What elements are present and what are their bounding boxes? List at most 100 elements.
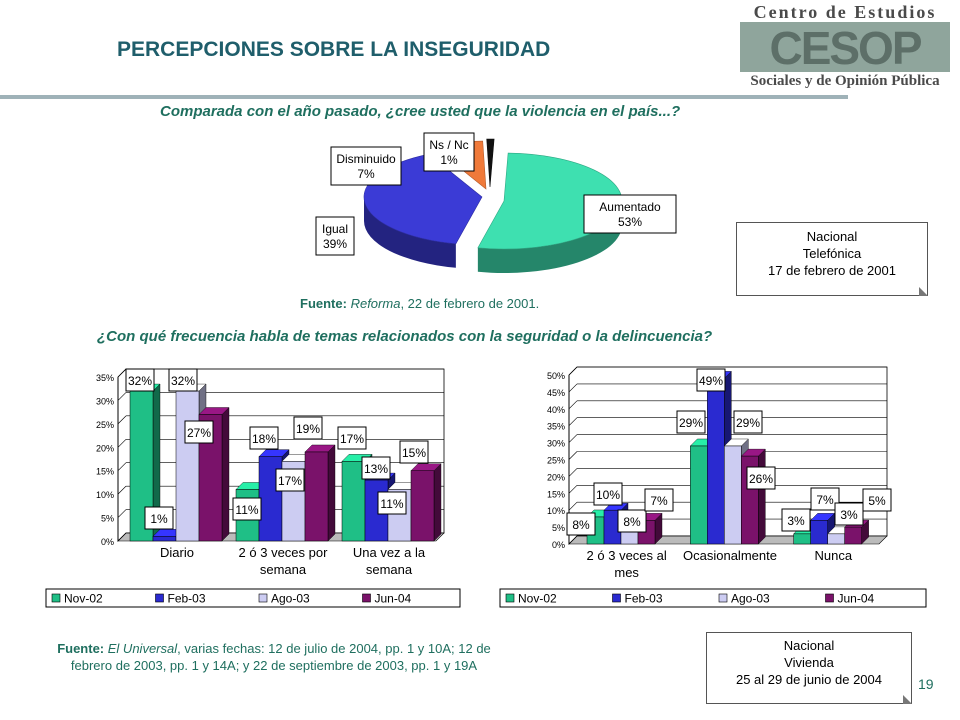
bar-side (327, 444, 336, 542)
data-label-box (644, 488, 674, 512)
data-label: 29% (736, 416, 760, 430)
grid-line-diag (117, 415, 127, 425)
data-label: 19% (296, 422, 320, 436)
data-label-box (862, 488, 892, 512)
data-label-box (593, 482, 623, 506)
grid-line-diag (568, 366, 578, 376)
data-label-box (696, 368, 726, 392)
legend-label: Feb-03 (168, 592, 206, 606)
legend-label: Ago-03 (271, 592, 310, 606)
y-tick-label: 5% (552, 523, 565, 533)
y-tick-label: 20% (547, 472, 565, 482)
pie-label: Ns / Nc (429, 138, 468, 152)
legend-label: Feb-03 (625, 592, 663, 606)
data-label-box (377, 491, 407, 515)
note-line-1: Nacional (783, 638, 835, 653)
bar (844, 526, 862, 545)
data-label-box (184, 420, 214, 444)
question-violence: Comparada con el año pasado, ¿cree usted… (160, 103, 681, 120)
page-number: 19 (918, 676, 934, 692)
pie-label-box (315, 216, 355, 256)
y-tick-label: 0% (552, 540, 565, 550)
question-frequency: ¿Con qué frecuencia habla de temas relac… (97, 328, 713, 345)
data-label-box (566, 512, 596, 536)
pie-label-box (423, 132, 475, 172)
grid-line-diag (568, 417, 578, 426)
data-label: 11% (380, 497, 403, 511)
y-tick-label: 35% (547, 422, 565, 432)
data-label-box (781, 508, 811, 532)
grid-line-diag (117, 532, 127, 542)
grid-line-diag (117, 462, 127, 471)
grid-line-diag (568, 468, 578, 477)
data-label-box (834, 502, 864, 526)
data-label-box (249, 426, 279, 450)
note-line-3: 25 al 29 de junio de 2004 (735, 672, 882, 687)
x-category-label: Ocasionalmente (683, 548, 777, 563)
data-label: 29% (679, 416, 703, 430)
source-name: El Universal (107, 641, 178, 656)
y-tick-label: 20% (96, 443, 114, 453)
grid-line-diag (568, 501, 578, 511)
pie-label-box (330, 146, 402, 186)
bar (198, 414, 223, 542)
y-tick-label: 30% (547, 439, 565, 449)
x-category-label: Nunca (815, 548, 853, 563)
bar (827, 533, 845, 545)
pie-value-label: 7% (357, 167, 375, 181)
data-label: 32% (171, 374, 195, 388)
survey-note-telefonica: Nacional Telefónica 17 de febrero de 200… (736, 222, 928, 296)
legend-label: Nov-02 (518, 592, 557, 606)
data-label-box (810, 487, 840, 511)
source-note-2: Fuente: El Universal, varias fechas: 12 … (44, 640, 504, 674)
data-label: 3% (787, 514, 805, 528)
data-label: 15% (402, 446, 426, 460)
y-tick-label: 50% (547, 371, 565, 381)
grid-line-diag (117, 368, 127, 378)
data-label: 18% (252, 432, 276, 446)
pie-label: Disminuido (336, 152, 396, 166)
data-label: 17% (278, 474, 302, 488)
x-category-label: semana (366, 562, 413, 577)
legend-swatch (155, 593, 164, 603)
legend-label: Jun-04 (838, 592, 875, 606)
grid-line-diag (568, 535, 578, 545)
legend-label: Nov-02 (64, 592, 103, 606)
note-line-1: Nacional (806, 229, 858, 244)
pie-slice-side (477, 201, 622, 273)
note-line-2: Vivienda (784, 655, 834, 670)
page-title: PERCEPCIONES SOBRE LA INSEGURIDAD (117, 38, 551, 61)
logo-mark: CESOP (740, 22, 950, 72)
data-label: 32% (128, 374, 152, 388)
grid-line-diag (117, 439, 127, 448)
survey-note-vivienda: Nacional Vivienda 25 al 29 de junio de 2… (706, 632, 912, 704)
data-label-box (275, 468, 305, 492)
x-category-label: mes (614, 565, 639, 580)
x-category-label: 2 ó 3 veces por (239, 545, 329, 560)
legend-swatch (505, 593, 515, 603)
data-label: 8% (623, 515, 641, 529)
pie-value-label: 1% (440, 153, 458, 167)
legend-swatch (612, 593, 621, 603)
y-tick-label: 30% (96, 396, 114, 406)
data-label: 7% (650, 494, 668, 508)
cesop-logo: Centro de Estudios CESOP Sociales y de O… (738, 2, 952, 94)
pie-slice (486, 138, 495, 188)
data-label-box (293, 416, 323, 440)
grid-line-diag (568, 451, 578, 460)
data-label: 10% (596, 488, 620, 502)
grid-line-diag (568, 400, 578, 410)
grid-line-diag (568, 485, 578, 494)
data-label: 13% (364, 462, 388, 476)
grid-line-diag (568, 434, 578, 443)
y-tick-label: 40% (547, 405, 565, 415)
source-name: Reforma (350, 296, 401, 311)
note-fold (903, 695, 912, 704)
source-detail: , varias fechas: 12 de julio de 2004, pp… (70, 641, 491, 673)
source-detail: , 22 de febrero de 2001. (400, 296, 540, 311)
data-label: 17% (340, 432, 364, 446)
note-line-2: Telefónica (802, 246, 862, 261)
x-category-label: Diario (160, 545, 194, 560)
pie-value-label: 39% (323, 237, 347, 251)
data-label-box (676, 410, 706, 434)
